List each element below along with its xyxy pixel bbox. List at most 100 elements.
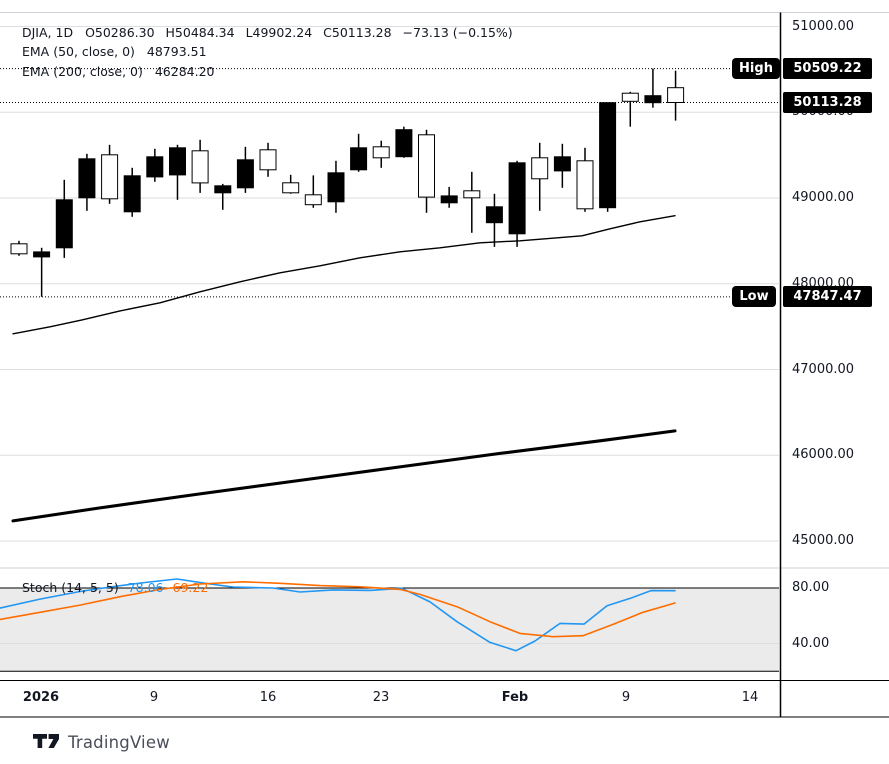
candle[interactable] — [304, 175, 322, 208]
candle[interactable] — [282, 174, 300, 194]
candle-body-up — [78, 158, 96, 199]
candle[interactable] — [236, 146, 254, 193]
candle-body-up — [485, 206, 503, 224]
ema50-value: 48793.51 — [146, 44, 207, 59]
ema50-label[interactable]: EMA (50, close, 0) — [22, 44, 135, 59]
candle[interactable] — [101, 144, 119, 204]
ema200-label[interactable]: EMA (200, close, 0) — [22, 64, 143, 79]
candle[interactable] — [350, 133, 368, 172]
tradingview-logo-text: TradingView — [68, 733, 170, 752]
candle[interactable] — [463, 171, 481, 233]
candle[interactable] — [667, 70, 685, 121]
high-marker-badge: High — [732, 58, 780, 80]
candle-body-down — [372, 146, 390, 159]
candle[interactable] — [55, 179, 73, 258]
ema200-line — [11, 429, 677, 523]
candle[interactable] — [123, 167, 141, 217]
candle-body-down — [531, 157, 549, 180]
last-price-badge: 50113.28 — [783, 92, 872, 114]
candle[interactable] — [440, 186, 458, 208]
ohlc-open: O50286.30 — [85, 25, 155, 40]
candle[interactable] — [78, 153, 96, 211]
candle-body-down — [621, 92, 639, 102]
candle[interactable] — [327, 160, 345, 213]
ohlc-high: H50484.34 — [165, 25, 235, 40]
candle-body-down — [304, 194, 322, 206]
candle[interactable] — [372, 140, 390, 168]
candle-body-up — [55, 199, 73, 249]
candle[interactable] — [191, 139, 209, 193]
time-axis-label: 2026 — [22, 690, 60, 705]
candle[interactable] — [214, 183, 232, 210]
price-axis-label: 45000.00 — [792, 533, 855, 548]
candle-body-down — [191, 150, 209, 184]
candle[interactable] — [576, 147, 594, 212]
candle-body-up — [508, 162, 526, 235]
candle-body-up — [350, 147, 368, 171]
candle-body-up — [553, 156, 571, 172]
price-axis-label: 46000.00 — [792, 447, 855, 463]
symbol-legend-row[interactable]: DJIA, 1D O50286.30 H50484.34 L49902.24 C… — [22, 25, 513, 40]
tradingview-logo[interactable]: TradingView — [33, 733, 170, 752]
candle-body-up — [327, 172, 345, 203]
candle[interactable] — [621, 91, 639, 127]
candle[interactable] — [531, 142, 549, 211]
time-axis-label: 23 — [372, 690, 390, 705]
price-axis-label: 80.00 — [792, 580, 830, 595]
candle[interactable] — [169, 144, 186, 200]
candle[interactable] — [146, 148, 164, 182]
price-axis-label: 40.00 — [792, 635, 830, 651]
candle-body-up — [214, 185, 232, 194]
stoch-band — [0, 588, 779, 672]
candle-body-down — [10, 243, 28, 255]
ohlc-close: C50113.28 — [323, 25, 392, 40]
symbol-title[interactable]: DJIA, 1D — [22, 25, 74, 40]
candle[interactable] — [644, 68, 662, 108]
candle[interactable] — [395, 126, 413, 158]
candle[interactable] — [485, 193, 503, 247]
candle[interactable] — [10, 240, 28, 256]
candle-body-up — [440, 195, 458, 204]
candle[interactable] — [418, 129, 435, 213]
ema200-legend-row[interactable]: EMA (200, close, 0) 46284.20 — [22, 64, 215, 79]
candle[interactable] — [33, 247, 51, 297]
candle-body-up — [146, 156, 164, 178]
candle-body-down — [576, 160, 594, 210]
ema200-value: 46284.20 — [154, 64, 215, 79]
candle-body-down — [667, 87, 685, 103]
ema50-legend-row[interactable]: EMA (50, close, 0) 48793.51 — [22, 44, 207, 59]
candle-body-up — [395, 129, 413, 158]
time-axis-label: Feb — [501, 690, 529, 705]
candle[interactable] — [599, 102, 617, 212]
candle-body-up — [236, 159, 254, 189]
low-marker-badge: Low — [732, 286, 776, 308]
low-price-badge: 47847.47 — [783, 286, 872, 308]
candle[interactable] — [508, 160, 526, 247]
price-axis-label: 49000.00 — [792, 190, 855, 205]
candle-body-down — [101, 154, 119, 200]
time-axis-label: 9 — [621, 690, 631, 705]
tradingview-logo-icon — [33, 734, 59, 748]
stoch-legend-row[interactable]: Stoch (14, 5, 5) 78.06 69.22 — [22, 581, 208, 595]
time-axis-label: 9 — [149, 690, 159, 705]
candle-body-down — [418, 134, 435, 198]
candle-body-up — [599, 102, 617, 209]
candle-body-up — [123, 175, 141, 213]
candle[interactable] — [259, 142, 277, 177]
candle-body-up — [644, 95, 662, 104]
change-value: −73.13 (−0.15%) — [402, 25, 513, 40]
candle[interactable] — [553, 143, 571, 188]
time-axis-label: 16 — [259, 690, 277, 705]
time-axis-label: 14 — [741, 690, 759, 705]
candle-body-down — [282, 182, 300, 194]
stoch-d-value: 69.22 — [172, 580, 209, 595]
stoch-label[interactable]: Stoch (14, 5, 5) — [22, 580, 119, 595]
price-axis-label: 51000.00 — [792, 18, 855, 34]
candle-body-down — [259, 149, 277, 171]
stoch-d-line — [0, 580, 676, 638]
candle-body-down — [463, 190, 481, 199]
stoch-k-line — [0, 578, 676, 652]
ema50-line — [12, 214, 676, 335]
